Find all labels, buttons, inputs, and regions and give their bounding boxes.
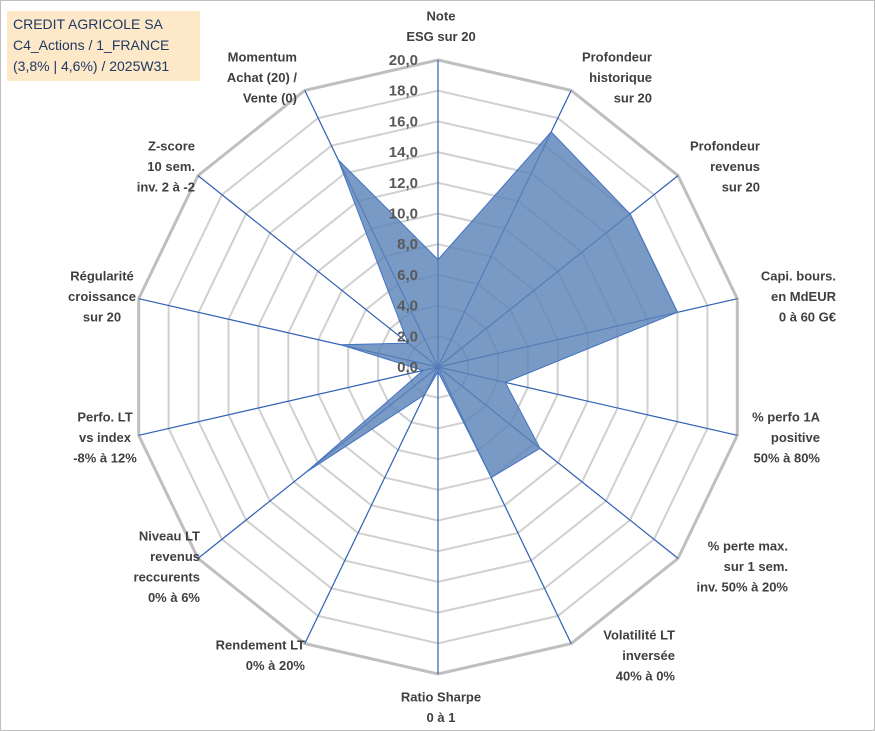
axis-label-line: Perfo. LT	[77, 410, 132, 425]
tick-label: 4,0	[397, 298, 418, 315]
axis-spoke	[304, 366, 439, 644]
axis-label-6: Volatilité LT inversée 40% à 0%	[603, 628, 675, 684]
axis-label-line: sur 1 sem.	[724, 559, 788, 574]
axis-label-line: ESG sur 20	[406, 29, 475, 44]
tick-label: 20,0	[389, 52, 418, 69]
axis-label-8: Rendement LT 0% à 20%	[216, 638, 306, 674]
tick-label: 8,0	[397, 236, 418, 253]
axis-label-line: sur 20	[83, 310, 121, 325]
tick-label: 6,0	[397, 267, 418, 284]
axis-label-line: Achat (20) /	[227, 70, 297, 85]
axis-label-line: positive	[771, 430, 820, 445]
axis-label-line: 0 à 60 G€	[779, 310, 836, 325]
axis-label-12: Z-score 10 sem. inv. 2 à -2	[137, 139, 195, 195]
axis-label-line: 0% à 6%	[148, 590, 200, 605]
tick-layer: 0,0 2,0 4,0 6,0 8,0 10,0 12,0 14,0 16,0 18,0 20,0	[389, 52, 418, 376]
axis-label-line: revenus	[710, 159, 760, 174]
axis-label-line: Capi. bours.	[761, 269, 836, 284]
axis-label-line: sur 20	[614, 91, 652, 106]
axis-label-7: Ratio Sharpe 0 à 1	[401, 690, 481, 726]
axis-label-1: Profondeur historique sur 20	[582, 50, 652, 106]
axis-label-5: % perte max. sur 1 sem. inv. 50% à 20%	[696, 539, 788, 595]
axis-label-line: reccurents	[134, 570, 200, 585]
axis-label-line: % perte max.	[708, 539, 788, 554]
axis-label-10: Perfo. LT vs index -8% à 12%	[73, 410, 137, 466]
axis-label-11: Régularité croissance sur 20	[68, 269, 136, 325]
axis-label-line: Vente (0)	[243, 91, 297, 106]
axis-label-line: inv. 2 à -2	[137, 180, 195, 195]
axis-label-line: Régularité	[70, 269, 134, 284]
tick-label: 2,0	[397, 328, 418, 345]
axis-label-3: Capi. bours. en MdEUR 0 à 60 G€	[761, 269, 837, 325]
axis-label-line: sur 20	[722, 180, 760, 195]
axis-label-line: Profondeur	[690, 139, 760, 154]
chart-title-box: CREDIT AGRICOLE SA C4_Actions / 1_FRANCE…	[7, 11, 200, 81]
tick-label: 18,0	[389, 83, 418, 100]
axis-label-line: inv. 50% à 20%	[696, 580, 788, 595]
axis-label-line: Niveau LT	[139, 529, 200, 544]
title-line-3: (3,8% | 4,6%) / 2025W31	[13, 58, 170, 74]
axis-label-line: Profondeur	[582, 50, 652, 65]
axis-label-line: Note	[427, 9, 456, 24]
axis-label-line: en MdEUR	[771, 289, 837, 304]
tick-label: 14,0	[389, 144, 418, 161]
axis-label-line: % perfo 1A	[752, 410, 821, 425]
axis-label-line: 50% à 80%	[754, 451, 821, 466]
axis-label-line: Rendement LT	[216, 638, 305, 653]
axis-label-line: 40% à 0%	[616, 669, 676, 684]
axis-label-line: 0 à 1	[427, 710, 456, 725]
axis-label-0: Note ESG sur 20	[406, 9, 475, 45]
axis-label-line: historique	[589, 70, 652, 85]
axis-label-2: Profondeur revenus sur 20	[690, 139, 760, 195]
axis-label-line: -8% à 12%	[73, 451, 137, 466]
axis-label-line: Z-score	[148, 139, 195, 154]
axis-label-line: 0% à 20%	[246, 658, 306, 673]
axis-label-line: revenus	[150, 549, 200, 564]
axis-label-line: vs index	[79, 430, 132, 445]
tick-label: 16,0	[389, 113, 418, 130]
tick-label: 0,0	[397, 359, 418, 376]
axis-label-line: Ratio Sharpe	[401, 690, 481, 705]
axis-label-line: Volatilité LT	[603, 628, 675, 643]
tick-label: 12,0	[389, 175, 418, 192]
axis-label-4: % perfo 1A positive 50% à 80%	[752, 410, 821, 466]
series-layer	[305, 131, 679, 479]
axis-spoke	[197, 175, 439, 368]
tick-label: 10,0	[389, 206, 418, 223]
axis-label-layer: Note ESG sur 20 Profondeur historique sur 20…	[68, 9, 837, 726]
title-line-1: CREDIT AGRICOLE SA	[13, 16, 163, 32]
series-area	[305, 131, 679, 479]
axis-label-line: Momentum	[228, 50, 297, 65]
axis-label-13: Momentum Achat (20) / Vente (0)	[227, 50, 297, 106]
axis-spoke	[138, 366, 439, 436]
title-line-2: C4_Actions / 1_FRANCE	[13, 37, 170, 53]
axis-label-line: 10 sem.	[147, 159, 195, 174]
axis-label-line: inversée	[622, 648, 675, 663]
axis-label-9: Niveau LT revenus reccurents 0% à 6%	[134, 529, 201, 606]
axis-label-line: croissance	[68, 289, 136, 304]
